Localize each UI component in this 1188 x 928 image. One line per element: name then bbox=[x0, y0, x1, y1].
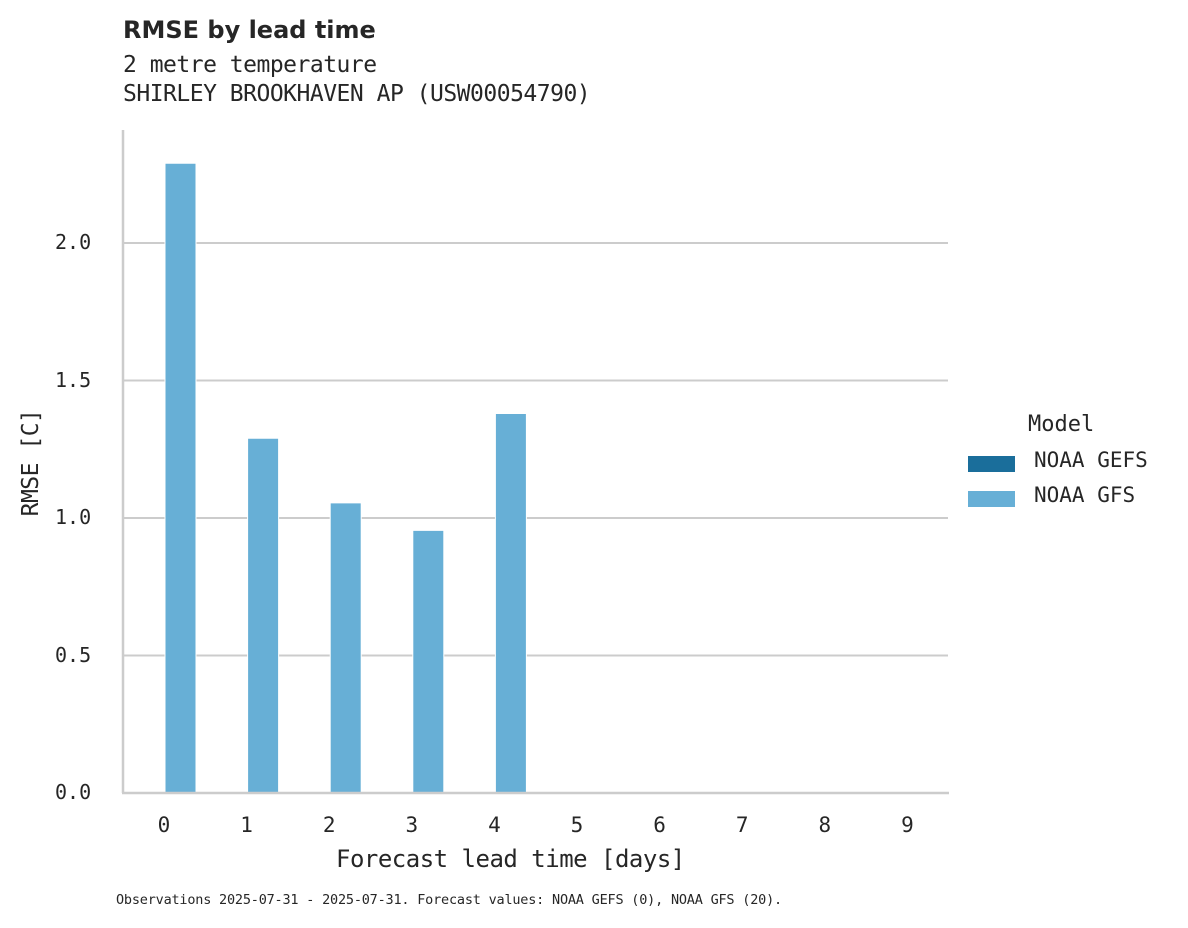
y-tick-label: 1.5 bbox=[55, 367, 92, 392]
y-axis-label: RMSE [C] bbox=[18, 409, 44, 517]
x-tick-label: 1 bbox=[240, 813, 253, 837]
x-tick-label: 0 bbox=[157, 813, 171, 837]
x-tick-label: 2 bbox=[322, 813, 336, 837]
bar-noaa-gfs-0 bbox=[164, 162, 197, 794]
y-tick-label: 0.5 bbox=[55, 642, 92, 667]
x-tick-label: 4 bbox=[488, 813, 501, 837]
x-tick-label: 6 bbox=[653, 813, 666, 837]
bar-noaa-gfs-4 bbox=[494, 413, 527, 794]
chart-subtitle-station: SHIRLEY BROOKHAVEN AP (USW00054790) bbox=[123, 81, 591, 107]
bar-noaa-gfs-1 bbox=[247, 437, 280, 794]
bar-noaa-gfs-3 bbox=[412, 529, 445, 794]
x-tick-label: 7 bbox=[735, 813, 749, 837]
gridlines bbox=[123, 242, 948, 657]
y-tick-label: 2.0 bbox=[55, 230, 92, 254]
legend-swatch-gfs bbox=[968, 491, 1015, 507]
chart-title: RMSE by lead time bbox=[123, 16, 376, 44]
chart-subtitle-variable: 2 metre temperature bbox=[123, 52, 377, 78]
x-tick-label: 5 bbox=[570, 813, 584, 837]
legend-label: NOAA GEFS bbox=[1034, 448, 1148, 472]
footnote: Observations 2025-07-31 - 2025-07-31. Fo… bbox=[116, 892, 782, 908]
bars bbox=[164, 162, 527, 794]
legend-title: Model bbox=[1028, 412, 1095, 437]
y-tick-label: 1.0 bbox=[55, 505, 92, 529]
legend-swatch-gefs bbox=[968, 456, 1015, 472]
x-axis-label: Forecast lead time [days] bbox=[336, 845, 685, 873]
x-tick-label: 3 bbox=[405, 813, 419, 837]
x-tick-label: 8 bbox=[818, 813, 832, 837]
bar-noaa-gfs-2 bbox=[329, 502, 362, 794]
y-tick-label: 0.0 bbox=[55, 780, 92, 804]
x-tick-label: 9 bbox=[901, 813, 914, 837]
legend-label: NOAA GFS bbox=[1034, 483, 1136, 507]
